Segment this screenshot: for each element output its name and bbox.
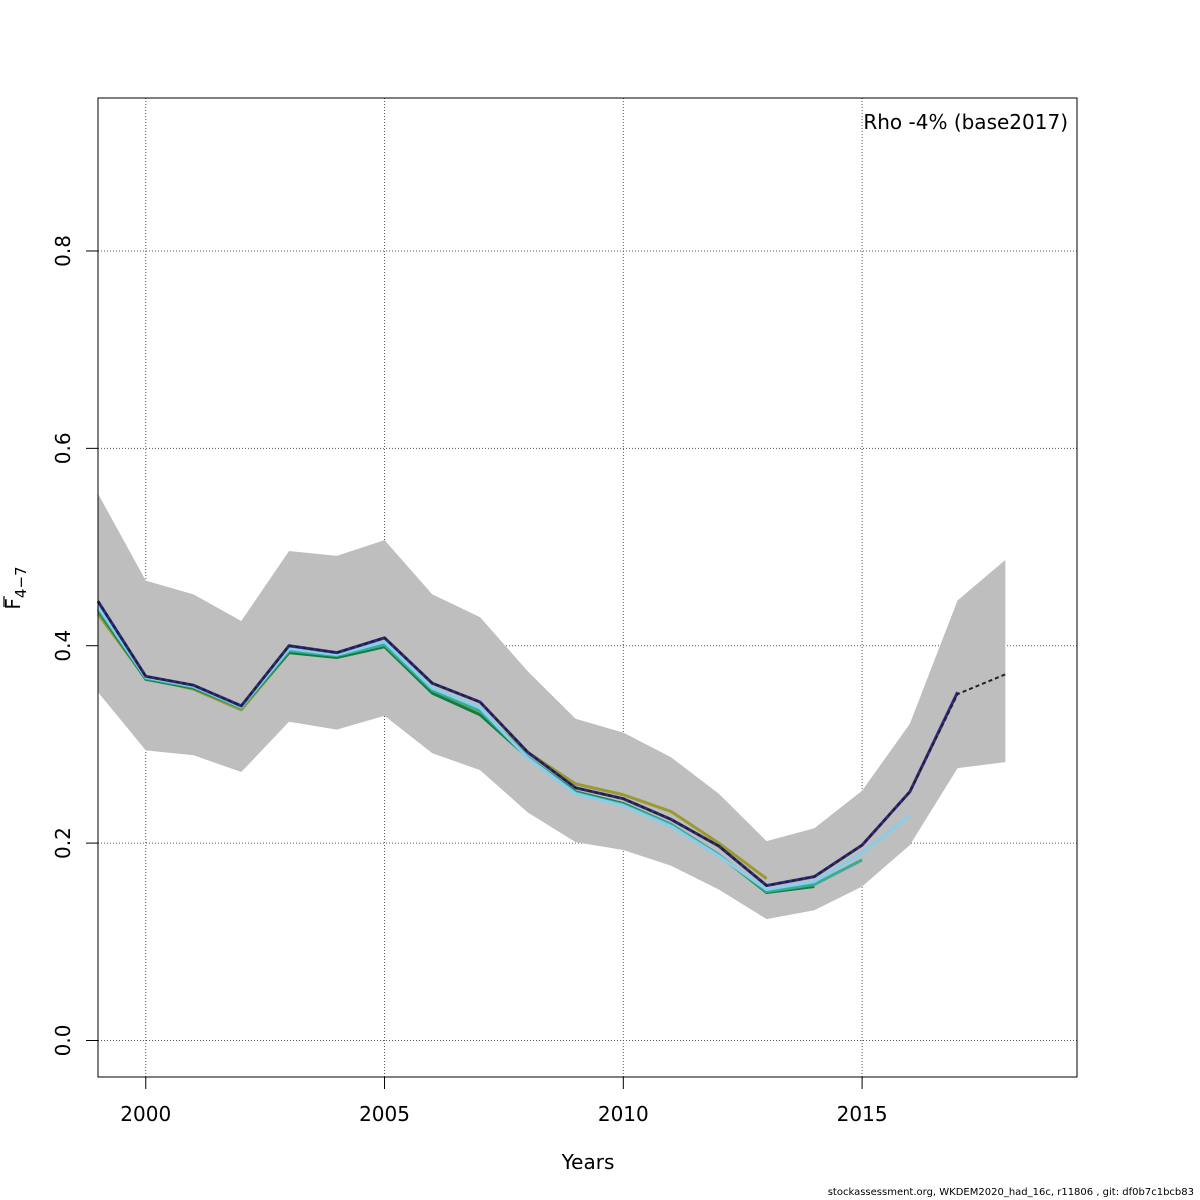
x-axis-label: Years [561,1150,615,1174]
y-tick-label: 0.2 [51,827,75,859]
y-tick-label: 0.8 [51,235,75,267]
x-axis: 2000 2005 2010 2015 [120,1077,888,1126]
confidence-band-layer [98,493,1006,920]
x-tick-label: 2005 [359,1102,410,1126]
x-tick-label: 2000 [120,1102,171,1126]
y-tick-label: 0.4 [51,630,75,662]
plot-frame [97,97,1078,1078]
y-tick-label: 0.0 [51,1025,75,1057]
svg-text:F4−7: F4−7 [1,566,30,609]
x-tick-label: 2010 [598,1102,649,1126]
y-tick-label: 0.6 [51,432,75,464]
series-layer [96,600,1006,894]
rho-annotation: Rho -4% (base2017) [863,110,1068,134]
y-axis: 0.0 0.2 0.4 0.6 0.8 [51,235,98,1056]
footer-credit: stockassessment.org, WKDEM2020_had_16c, … [827,1187,1194,1198]
y-axis-label-subscript: 4−7 [12,566,30,598]
y-axis-label: F4−7 [1,566,30,609]
x-tick-label: 2015 [837,1102,888,1126]
grid [98,98,1077,1077]
confidence-band [98,493,1006,920]
y-axis-label-main: F [1,598,25,610]
series-line-base [97,600,1006,887]
